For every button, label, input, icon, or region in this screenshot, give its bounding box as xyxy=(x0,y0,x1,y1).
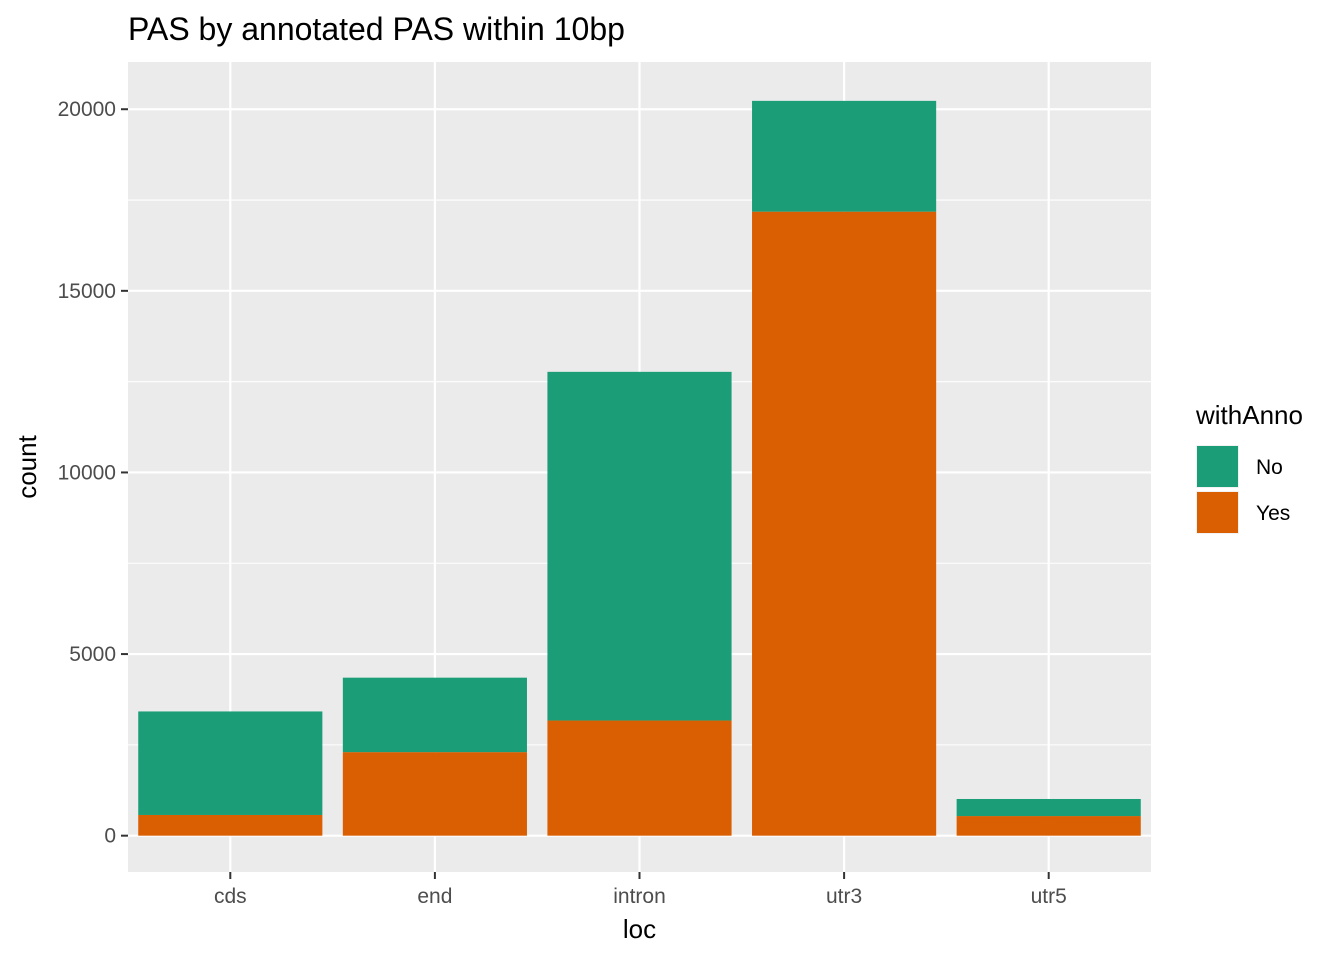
x-tick-label: utr5 xyxy=(1031,885,1067,908)
bar-intron-yes xyxy=(547,720,732,836)
bar-utr5-yes xyxy=(956,816,1141,836)
bar-utr3-no xyxy=(752,100,937,212)
y-axis: 0 5000 10000 15000 20000 xyxy=(58,98,128,848)
x-tick-label: intron xyxy=(613,885,666,908)
x-axis-title: loc xyxy=(623,914,656,944)
x-tick-label: utr3 xyxy=(826,885,862,908)
y-tick-label: 0 xyxy=(104,825,116,848)
legend-swatch-no xyxy=(1197,446,1238,487)
x-tick-label: end xyxy=(417,885,452,908)
bar-utr5-no xyxy=(956,798,1141,817)
bar-end-no xyxy=(342,677,527,753)
y-tick-label: 10000 xyxy=(58,461,116,484)
y-tick-label: 20000 xyxy=(58,98,116,121)
y-tick-label: 5000 xyxy=(69,643,116,666)
bar-intron-no xyxy=(547,371,732,721)
x-tick-label: cds xyxy=(214,885,247,908)
bar-end-yes xyxy=(342,752,527,836)
bar-cds-no xyxy=(138,711,323,815)
legend-swatch-yes xyxy=(1197,492,1238,533)
bar-cds-yes xyxy=(138,814,323,836)
legend-label-yes: Yes xyxy=(1256,502,1290,525)
bars xyxy=(138,100,1141,836)
legend: withAnno No Yes xyxy=(1195,400,1303,534)
y-tick-label: 15000 xyxy=(58,280,116,303)
y-axis-title: count xyxy=(12,434,42,498)
bar-utr3-yes xyxy=(752,211,937,836)
legend-title: withAnno xyxy=(1195,400,1303,430)
x-axis: cds end intron utr3 utr5 xyxy=(214,872,1067,908)
chart-title: PAS by annotated PAS within 10bp xyxy=(128,11,625,47)
legend-label-no: No xyxy=(1256,456,1283,479)
